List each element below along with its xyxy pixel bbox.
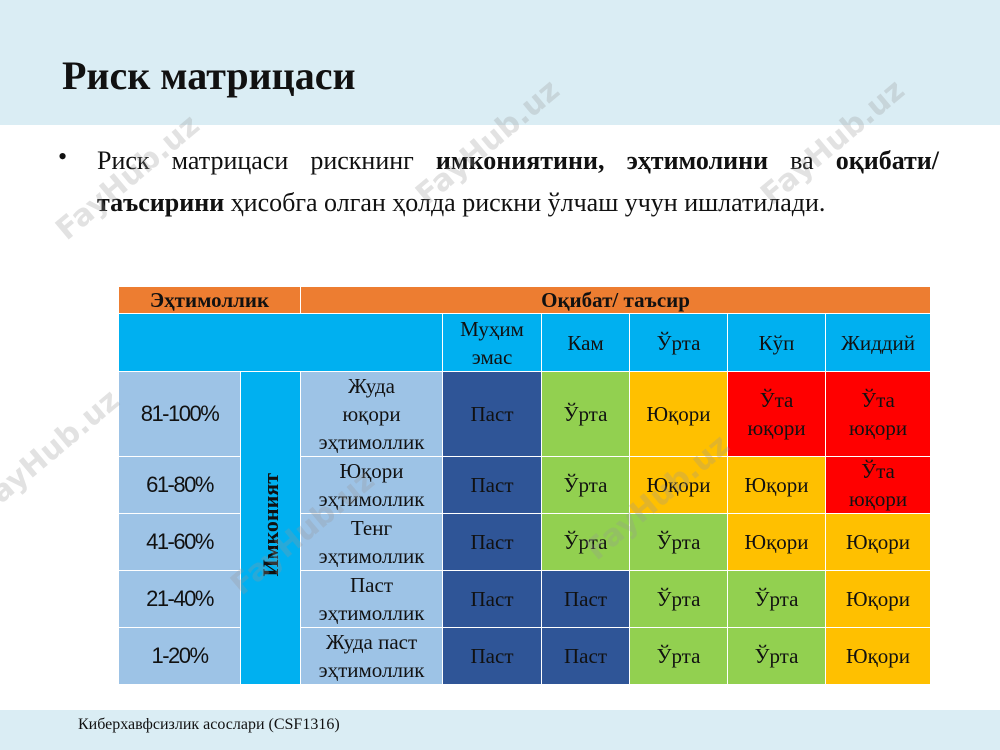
matrix-row: 1-20% Жуда паст эҳтимоллик Паст Паст Ўрта Ўрт…	[118, 627, 932, 685]
risk-cell: Ўрта	[541, 456, 631, 514]
column-header: Кам	[541, 313, 631, 372]
risk-cell: Паст	[442, 570, 543, 628]
text-run: Риск матрицаси рискнинг	[97, 146, 436, 175]
text-run: имкониятини, эҳтимолини	[435, 146, 769, 175]
percent-cell: 61-80%	[118, 456, 241, 514]
description-cell: Юқори эҳтимоллик	[300, 456, 444, 514]
watermark: FayHub.uz	[0, 382, 127, 523]
footer-text: Киберхавфсизлик асослари (CSF1316)	[78, 716, 340, 733]
risk-cell: Ўрта	[629, 570, 729, 628]
matrix-row: 61-80% Юқори эҳтимоллик Паст Ўрта Юқори Юқори…	[118, 456, 932, 514]
risk-matrix: Эҳтимоллик Оқибат/ таъсир Муҳим эмас Кам Ўрт…	[117, 286, 932, 685]
percent-cell: 81-100%	[118, 371, 241, 457]
percent-cell: 41-60%	[118, 513, 241, 571]
description-cell: Тенг эҳтимоллик	[300, 513, 444, 571]
percent-cell: 21-40%	[118, 570, 241, 628]
description-cell: Жуда паст эҳтимоллик	[300, 627, 444, 685]
bullet-text: Риск матрицаси рискнинг имкониятини, эҳт…	[97, 140, 939, 224]
matrix-row: 81-100% Имконият Жуда юқори эҳтимоллик Паст…	[118, 371, 932, 685]
column-header: Ўрта	[629, 313, 729, 372]
column-header: Муҳим эмас	[442, 313, 543, 372]
header-cell: Оқибат/ таъсир	[300, 286, 932, 314]
header-cell: Эҳтимоллик	[117, 286, 302, 314]
title-band	[0, 0, 1000, 125]
risk-cell: Ўрта	[727, 570, 827, 628]
risk-cell: Юқори	[629, 371, 729, 457]
matrix-row: 41-60% Тенг эҳтимоллик Паст Ўрта Ўрта Юқори Юқ…	[118, 513, 932, 571]
footer-band	[0, 710, 1000, 750]
text-run: ҳисобга олган ҳолда рискни ўлчаш учун иш…	[224, 188, 826, 217]
risk-cell: Ўрта	[541, 371, 631, 457]
risk-cell: Ўрта	[629, 513, 729, 571]
slide-title: Риск матрицаси	[62, 53, 356, 98]
matrix-row: 21-40% Паст эҳтимоллик Паст Паст Ўрта Ўрта Юқо…	[118, 570, 932, 628]
bullet: •	[58, 142, 68, 171]
text-run: ва	[768, 146, 836, 175]
row-label-cell: Имконият	[239, 371, 302, 685]
risk-cell: Юқори	[825, 513, 932, 571]
column-row: Муҳим эмас Кам Ўрта Кўп Жиддий	[117, 313, 932, 372]
risk-cell: Паст	[442, 627, 543, 685]
risk-cell: Ўта юқори	[825, 371, 932, 457]
risk-cell: Паст	[442, 513, 543, 571]
risk-cell: Юқори	[727, 456, 827, 514]
header-row: Эҳтимоллик Оқибат/ таъсир	[117, 286, 932, 314]
risk-cell: Юқори	[727, 513, 827, 571]
text-run: оқибати/ таъсирини	[97, 146, 939, 217]
column-header: Кўп	[727, 313, 827, 372]
risk-cell: Ўта юқори	[727, 371, 827, 457]
risk-cell: Юқори	[825, 627, 932, 685]
risk-cell: Ўрта	[727, 627, 827, 685]
row-label: Имконият	[257, 472, 283, 577]
risk-cell: Юқори	[629, 456, 729, 514]
risk-cell: Паст	[442, 371, 543, 457]
description-cell: Жуда юқори эҳтимоллик	[300, 371, 444, 457]
column-header: Жиддий	[825, 313, 932, 372]
risk-cell: Ўрта	[541, 513, 631, 571]
risk-cell: Юқори	[825, 570, 932, 628]
percent-cell: 1-20%	[118, 627, 241, 685]
risk-cell: Ўрта	[629, 627, 729, 685]
risk-cell: Ўта юқори	[825, 456, 932, 514]
risk-cell: Паст	[541, 570, 631, 628]
blank-cell	[117, 313, 444, 372]
description-cell: Паст эҳтимоллик	[300, 570, 444, 628]
risk-cell: Паст	[541, 627, 631, 685]
risk-cell: Паст	[442, 456, 543, 514]
